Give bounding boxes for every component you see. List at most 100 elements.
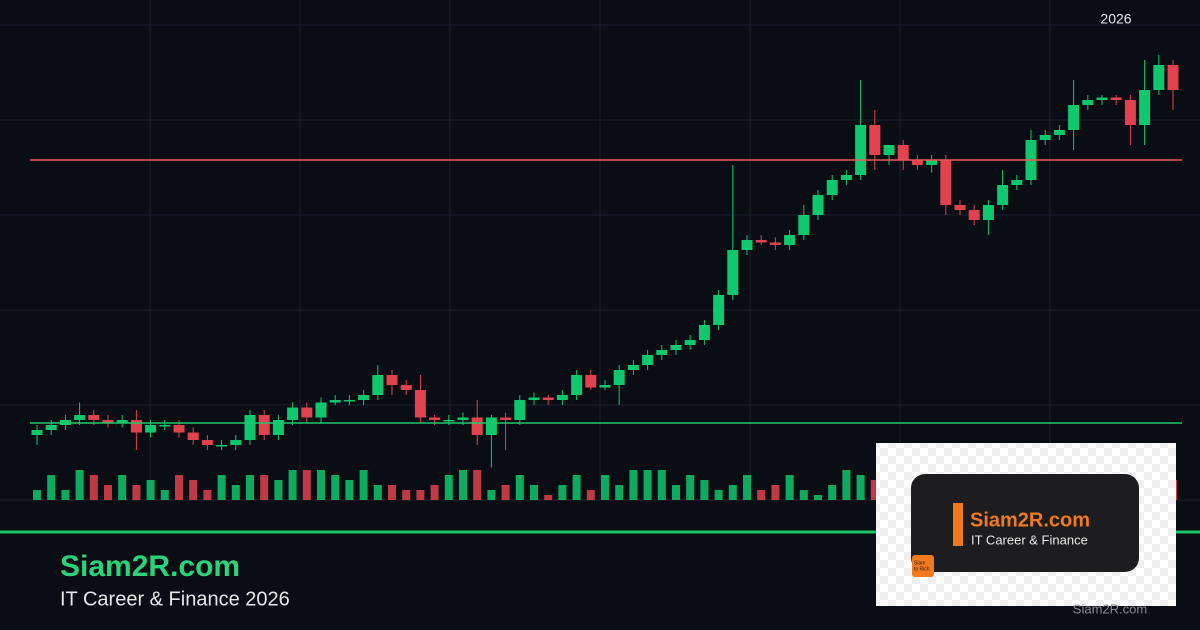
candle-body (116, 420, 128, 423)
volume-bar (175, 475, 183, 500)
candle-body (471, 417, 483, 435)
badge-accent (953, 503, 963, 546)
candle-body (840, 175, 852, 180)
candle-body (386, 375, 398, 385)
candle-body (713, 295, 725, 325)
volume-bar (302, 470, 311, 500)
candle-body (343, 400, 355, 402)
volume-bar (33, 490, 41, 500)
badge-title: Siam2R.com (970, 509, 1090, 531)
volume-bar (189, 480, 198, 500)
candle-body (897, 145, 909, 160)
candle-body (982, 205, 994, 220)
volume-bar (757, 490, 766, 500)
footer-subtitle: IT Career & Finance 2026 (60, 588, 290, 610)
candle-body (656, 350, 668, 355)
volume-bar (572, 475, 581, 500)
badge-icon (912, 555, 934, 577)
volume-bar (771, 485, 780, 500)
candle-body (88, 415, 100, 420)
candle-body (599, 385, 611, 388)
volume-bar (544, 495, 553, 500)
candle-body (485, 417, 497, 435)
candle-body (130, 420, 142, 433)
candle-body (812, 195, 824, 215)
candle-body (244, 415, 256, 440)
volume-bar (345, 480, 354, 500)
candle-body (159, 425, 171, 427)
volume-bar (203, 490, 212, 500)
volume-bar (132, 485, 141, 500)
volume-bar (558, 485, 567, 500)
candle-body (1167, 65, 1179, 90)
candle-body (670, 345, 682, 350)
candle-body (1039, 135, 1051, 140)
candle-body (1082, 100, 1094, 105)
volume-bar (260, 475, 269, 500)
volume-bar (459, 470, 467, 500)
volume-bar (288, 470, 297, 500)
candle-body (954, 205, 966, 210)
candle-body (514, 400, 526, 420)
candle-body (372, 375, 384, 395)
volume-bar (75, 470, 84, 500)
candle-body (457, 417, 469, 420)
volume-bar (246, 475, 254, 500)
volume-bar (672, 485, 680, 500)
candle-body (230, 440, 242, 445)
volume-bar (615, 485, 624, 500)
candle-body (258, 415, 270, 435)
badge-icon-text: to Rich (914, 566, 930, 572)
candle-body (627, 365, 639, 370)
candle-body (45, 425, 57, 430)
candle-body (1153, 65, 1165, 90)
candle-body (940, 160, 952, 205)
volume-bar (828, 485, 837, 500)
candle-body (741, 240, 753, 250)
volume-bar (160, 490, 169, 500)
volume-bar (728, 485, 737, 500)
volume-bar (231, 485, 240, 500)
candle-body (784, 235, 796, 245)
volume-bar (430, 485, 439, 500)
candle-body (500, 417, 512, 420)
candle-body (556, 395, 568, 400)
candle-body (528, 397, 540, 400)
badge-icon-text: Siam (914, 560, 925, 566)
volume-bar (657, 470, 666, 500)
volume-bar (444, 475, 453, 500)
candle-layer (31, 55, 1179, 468)
badge-card (911, 474, 1139, 572)
volume-bar (331, 475, 340, 500)
volume-bar (842, 470, 851, 500)
candle-body (272, 420, 284, 435)
year-label: 2026 (1100, 11, 1131, 27)
candle-body (414, 390, 426, 418)
candle-body (684, 340, 696, 345)
volume-bar (359, 470, 368, 500)
candle-body (542, 397, 554, 400)
grid (0, 0, 1200, 501)
footer-title: Siam2R.com (60, 550, 240, 583)
volume-bar (317, 470, 325, 500)
volume-bar (402, 490, 411, 500)
candle-body (74, 415, 86, 420)
candle-body (1110, 97, 1122, 100)
candle-body (798, 215, 810, 235)
candle-body (968, 210, 980, 220)
candle-body (769, 242, 781, 245)
candle-body (102, 420, 114, 423)
volume-bar (501, 485, 510, 500)
candle-body (301, 407, 313, 418)
candle-body (642, 355, 654, 365)
candle-body (1068, 105, 1080, 130)
volume-bar (217, 475, 226, 500)
volume-bar (743, 475, 751, 500)
volume-bar (601, 475, 609, 500)
volume-bar (473, 470, 482, 500)
badge-subtitle: IT Career & Finance (971, 532, 1088, 547)
volume-bar (799, 490, 808, 500)
candle-body (755, 240, 767, 243)
volume-bar (870, 480, 879, 500)
